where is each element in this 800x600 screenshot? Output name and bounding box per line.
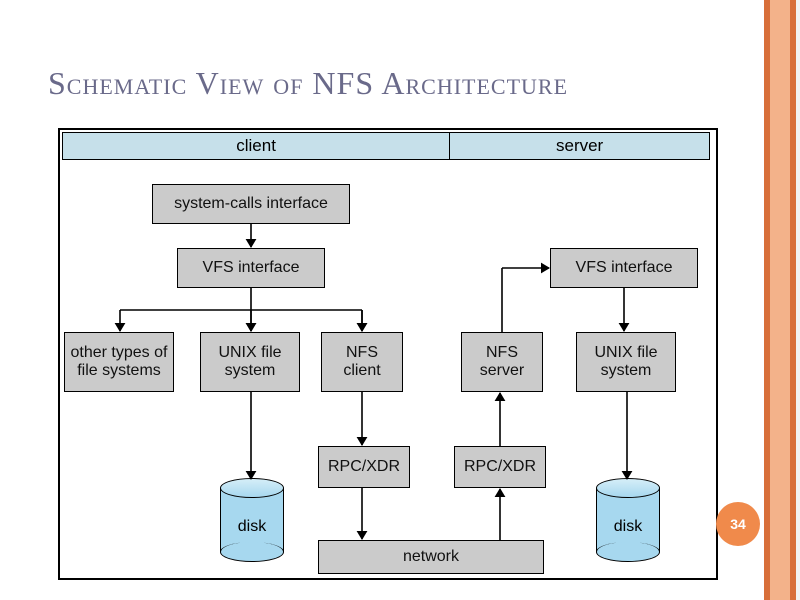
diagram-node-unix_c: UNIX filesystem xyxy=(200,332,300,392)
disk-label: disk xyxy=(220,518,284,536)
diagram-node-rpc_s: RPC/XDR xyxy=(454,446,546,488)
diagram-node-vfs_c: VFS interface xyxy=(177,248,325,288)
page-number: 34 xyxy=(730,516,746,532)
diagram-header: clientserver xyxy=(62,132,710,158)
diagram-disk-disk_c: disk xyxy=(220,478,284,562)
diagram-node-unix_s: UNIX filesystem xyxy=(576,332,676,392)
diagram-node-rpc_c: RPC/XDR xyxy=(318,446,410,488)
page-title: Schematic View of NFS Architecture xyxy=(48,65,748,102)
diagram-node-vfs_s: VFS interface xyxy=(550,248,698,288)
disk-label: disk xyxy=(596,518,660,536)
diagram-header-cell: server xyxy=(449,132,710,160)
diagram-disk-disk_s: disk xyxy=(596,478,660,562)
diagram-node-other_fs: other types offile systems xyxy=(64,332,174,392)
diagram-header-cell: client xyxy=(62,132,449,160)
right-rail xyxy=(790,0,796,600)
diagram-node-network: network xyxy=(318,540,544,574)
diagram-node-nfs_server: NFSserver xyxy=(461,332,543,392)
diagram-node-syscalls: system-calls interface xyxy=(152,184,350,224)
page-number-badge: 34 xyxy=(716,502,760,546)
diagram-node-nfs_client: NFSclient xyxy=(321,332,403,392)
right-rail xyxy=(770,0,790,600)
